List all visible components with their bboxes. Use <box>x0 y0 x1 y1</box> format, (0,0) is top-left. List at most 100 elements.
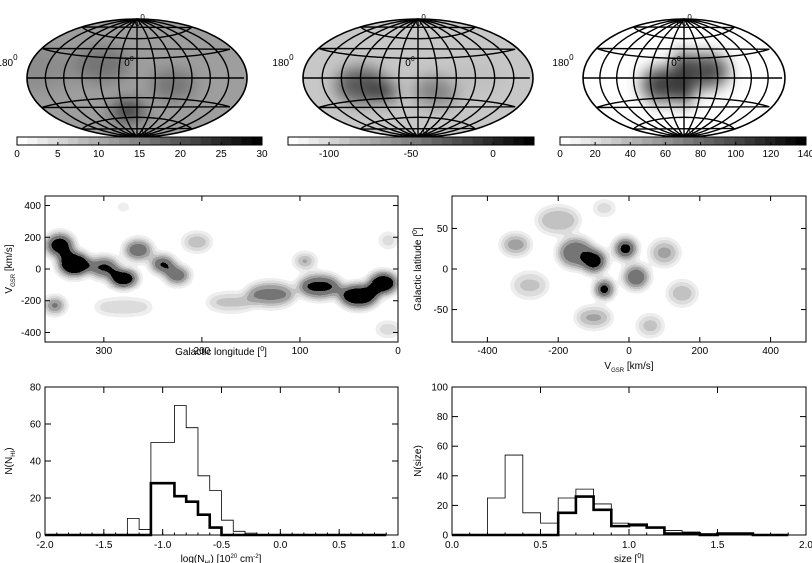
colorbar-segment <box>570 137 581 145</box>
colorbar-segment <box>241 137 253 145</box>
colorbar-segment <box>329 137 340 145</box>
x-tick-label: 1.5 <box>711 540 725 551</box>
colorbar-tick-label: 10 <box>93 149 105 160</box>
colorbar-tick-label: 120 <box>763 149 780 160</box>
x-tick-label: 400 <box>762 346 779 357</box>
colorbar-segment <box>88 137 100 145</box>
histogram-bar <box>151 483 163 535</box>
label-longitude-0: 00 <box>405 56 415 69</box>
colorbar-segment <box>493 137 504 145</box>
colorbar-segment <box>703 137 715 145</box>
histogram-bar <box>576 497 594 535</box>
colorbar-segment <box>251 137 263 145</box>
colorbar-tick-label: 140 <box>798 149 812 160</box>
colorbar-segment <box>27 137 38 145</box>
colorbar-segment <box>200 137 212 145</box>
colorbar-segment <box>765 137 776 145</box>
histogram-bar <box>487 498 505 535</box>
y-tick-label: 50 <box>437 224 449 235</box>
colorbar-segment <box>642 137 653 145</box>
histogram-bar <box>558 498 576 535</box>
colorbar-segment <box>68 137 79 145</box>
density-blob <box>150 256 175 273</box>
label-longitude-0: 00 <box>671 56 681 69</box>
x-tick-label: 1.0 <box>391 540 405 551</box>
histogram-bar <box>198 476 210 535</box>
colorbar-tick-label: 0 <box>490 149 496 160</box>
x-tick-label: 0 <box>395 346 401 357</box>
y-tick-label: 80 <box>437 412 449 423</box>
colorbar-segment <box>108 137 120 145</box>
colorbar-tick-label: 0 <box>557 149 563 160</box>
y-axis-label: N(size) <box>413 445 424 477</box>
y-tick-label: -50 <box>434 305 449 316</box>
colorbar-segment <box>621 137 633 145</box>
density-blob <box>593 201 615 215</box>
density-blob <box>165 267 190 284</box>
density-blob <box>183 234 211 250</box>
degree-mark: 0 <box>687 13 692 22</box>
label-subscript: HI <box>11 450 17 456</box>
colorbar-segment <box>57 137 69 145</box>
density-blob <box>581 249 606 273</box>
degree-mark: 0 <box>260 346 264 353</box>
density-blob <box>109 270 138 287</box>
colorbar-segment <box>672 137 684 145</box>
y-axis-label: VGSR [km/s] <box>4 244 17 293</box>
y-tick-label: 0 <box>442 531 448 542</box>
histogram-bar <box>523 513 541 535</box>
x-axis-label: VGSR [km/s] <box>604 361 653 374</box>
colorbar-segment <box>98 137 110 145</box>
colorbar-segment <box>580 137 592 145</box>
colorbar-tick-label: 80 <box>695 149 707 160</box>
histogram-bar <box>558 513 576 535</box>
density-blob <box>667 281 697 305</box>
y-tick-label: 0 <box>35 265 41 276</box>
degree-mark: 0 <box>289 53 294 62</box>
label-unit: cm <box>237 554 253 563</box>
parallel-line <box>81 26 194 40</box>
colorbar: 0 5 10 15 20 25 30 <box>14 136 268 160</box>
colorbar-segment <box>652 137 663 145</box>
colorbar-segment <box>662 137 674 145</box>
colorbar-segment <box>744 137 756 145</box>
colorbar-segment <box>472 137 484 145</box>
density-blobs <box>45 203 398 335</box>
y-axis-label: N(NHI) <box>4 447 17 474</box>
colorbar-segment <box>359 137 371 145</box>
density-blob <box>767 285 775 294</box>
y-tick-label: -400 <box>21 328 41 339</box>
density-blob <box>637 316 663 336</box>
density-blobs <box>501 201 775 336</box>
y-tick-label: 200 <box>24 233 41 244</box>
x-axis-label: Galactic longitude [0] <box>175 346 267 358</box>
density-blob <box>376 323 398 335</box>
degree-mark: 0 <box>411 56 415 63</box>
colorbar-segment <box>560 137 571 145</box>
colorbar-segment <box>298 137 309 145</box>
label-longitude-180: 1800 <box>0 53 18 69</box>
y-tick-label: 0 <box>35 531 41 542</box>
colorbar-segment <box>37 137 49 145</box>
sky-graticule <box>583 18 783 138</box>
parallel-line <box>360 26 477 40</box>
histogram-bar <box>163 483 175 535</box>
density-blob <box>45 298 65 313</box>
sky-graticule <box>27 18 244 138</box>
colorbar-segment <box>785 137 797 145</box>
x-axis-label: log(NHI) [1020 cm-2] <box>181 554 262 563</box>
x-tick-label: 0.0 <box>273 540 287 551</box>
colorbar-segment <box>693 137 704 145</box>
histogram-bar <box>594 510 612 535</box>
y-tick-label: 60 <box>30 420 42 431</box>
density-blob <box>94 299 153 315</box>
density-blob <box>501 234 530 255</box>
histogram-series-bold <box>452 495 789 537</box>
panel-size-histogram: 0.0 0.5 1.0 1.5 2.0 0 20 40 60 80 100 size [0] N(siz… <box>413 383 812 563</box>
colorbar-segment <box>513 137 525 145</box>
colorbar-segment <box>795 137 807 145</box>
parallel-line <box>41 96 231 109</box>
density-blob <box>124 240 152 260</box>
degree-mark: 0 <box>130 56 134 63</box>
